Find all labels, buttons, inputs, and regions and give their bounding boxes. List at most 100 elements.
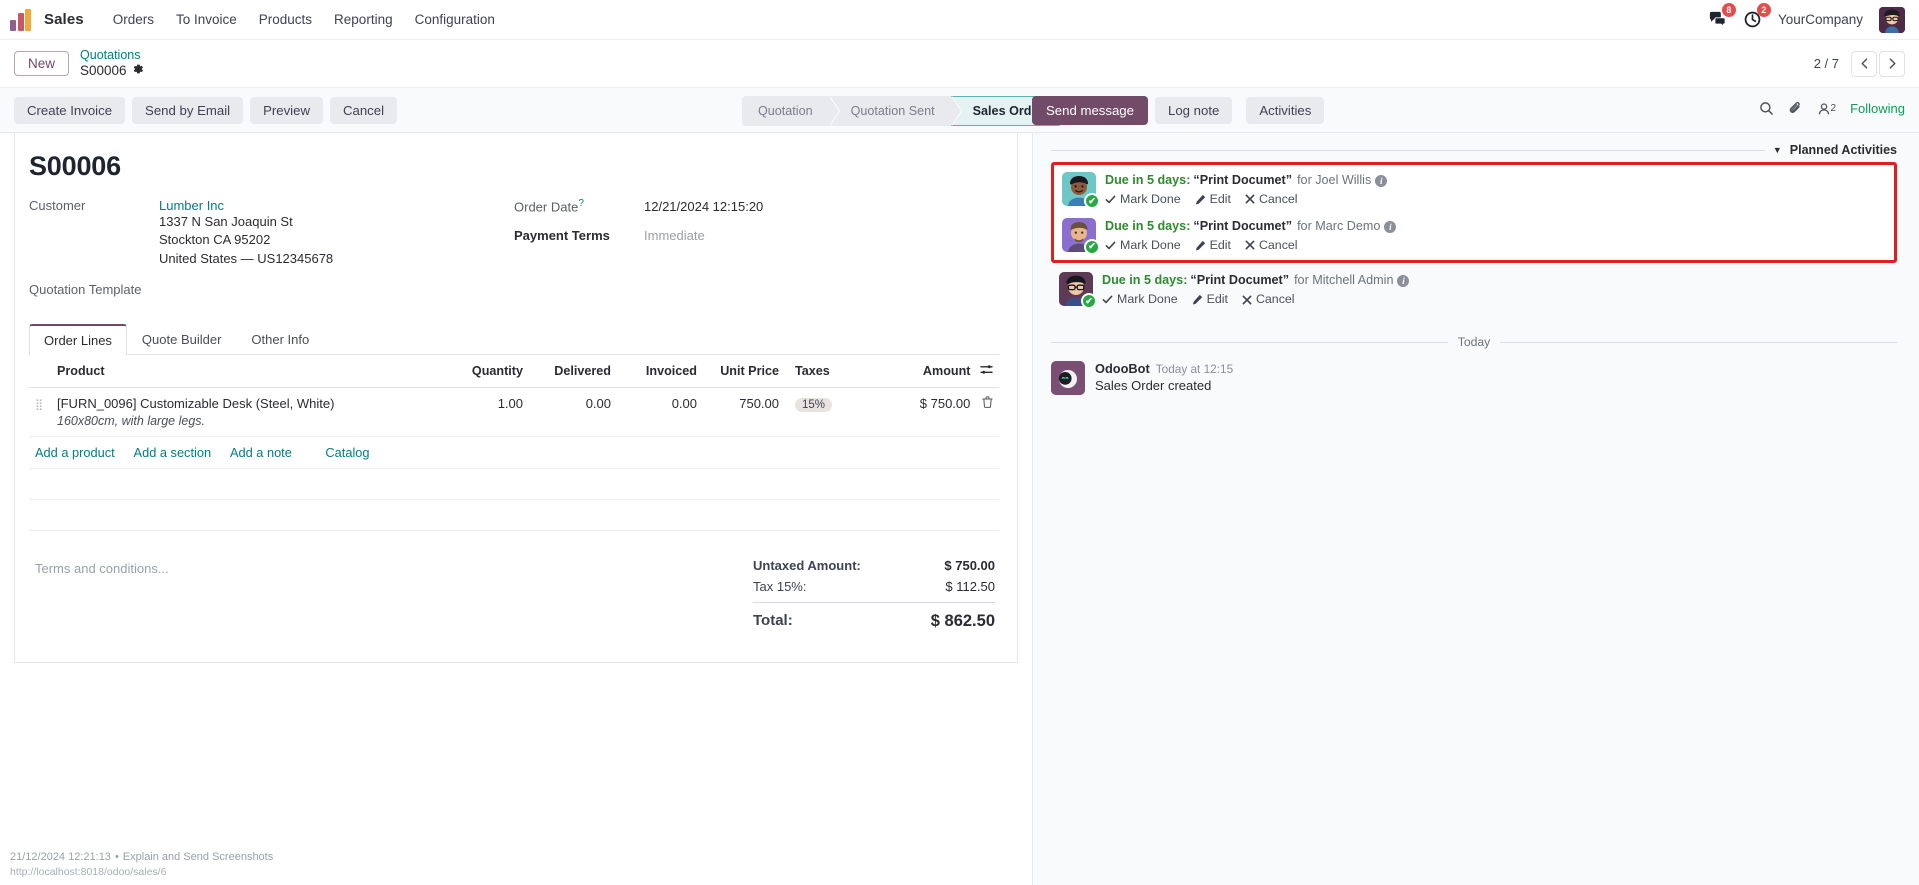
activity-status-check-icon: ✔ [1084,238,1100,255]
order-date-value[interactable]: 12/21/2024 12:15:20 [644,199,764,215]
nav-item-products[interactable]: Products [258,12,313,27]
product-description[interactable]: 160x80cm, with large legs. [57,414,205,429]
column-options-icon[interactable] [980,364,993,378]
nav-item-to-invoice[interactable]: To Invoice [175,12,237,27]
edit-activity-button[interactable]: Edit [1195,191,1231,208]
order-lines-table: Product Quantity Delivered Invoiced Unit… [29,355,999,470]
followers-icon[interactable]: 2 [1817,102,1837,116]
avatar: ✔ [1062,217,1100,255]
th-product[interactable]: Product [51,355,437,389]
totals-block: Untaxed Amount: $ 750.00 Tax 15%: $ 112.… [749,555,999,634]
terms-and-conditions-input[interactable]: Terms and conditions... [35,561,169,577]
tax-badge: 15% [795,398,833,413]
th-quantity[interactable]: Quantity [437,355,529,389]
row-drag-handle[interactable]: ⣿ [29,387,51,438]
table-header-row: Product Quantity Delivered Invoiced Unit… [29,355,999,389]
attachment-icon[interactable] [1788,101,1803,116]
nav-item-reporting[interactable]: Reporting [334,12,393,27]
send-message-button[interactable]: Send message [1032,96,1148,125]
order-lines-body: ⣿ [FURN_0096] Customizable Desk (Steel, … [29,387,999,470]
activity-subject: “Print Documet” [1193,173,1293,187]
cancel-activity-button[interactable]: Cancel [1242,291,1295,308]
pager-next-button[interactable] [1879,50,1905,77]
planned-activities-header[interactable]: ▼ Planned Activities [1051,143,1897,157]
cancel-activity-button[interactable]: Cancel [1245,237,1298,254]
app-name[interactable]: Sales [44,11,84,28]
add-a-section-link[interactable]: Add a section [133,445,212,461]
activities-button[interactable]: 2 [1743,3,1771,29]
tax-row: Tax 15%: $ 112.50 [749,576,999,597]
create-invoice-button[interactable]: Create Invoice [14,96,126,124]
customer-link[interactable]: Lumber Inc [159,198,225,213]
info-icon[interactable]: i [1397,275,1410,288]
gear-icon[interactable] [132,63,144,79]
clock-icon [1744,11,1761,28]
mark-done-button[interactable]: Mark Done [1105,237,1181,254]
cell-unit-price[interactable]: 750.00 [703,387,785,438]
pencil-icon [1195,194,1205,205]
pager-previous-button[interactable] [1851,50,1877,77]
avatar-image-icon [1879,6,1905,33]
cell-taxes[interactable]: 15% [785,387,881,438]
add-a-product-link[interactable]: Add a product [35,445,115,461]
search-icon[interactable] [1759,101,1774,116]
delete-row-icon[interactable] [982,396,993,411]
odoo-logo-icon[interactable] [10,8,36,31]
tab-order-lines[interactable]: Order Lines [29,324,127,356]
cell-delivered[interactable]: 0.00 [529,387,617,438]
preview-button[interactable]: Preview [250,96,323,124]
log-note-button[interactable]: Log note [1154,97,1233,124]
chevron-down-icon[interactable]: ▼ [1772,145,1782,155]
total-row: Total: $ 862.50 [749,609,999,634]
following-status[interactable]: Following [1850,101,1905,116]
footer-status: 21/12/2024 12:21:13 • Explain and Send Scr… [0,845,1032,885]
th-delivered[interactable]: Delivered [529,355,617,389]
messages-button[interactable]: 8 [1708,3,1736,29]
edit-activity-button[interactable]: Edit [1195,237,1231,254]
tab-other-info[interactable]: Other Info [251,332,310,348]
th-taxes[interactable]: Taxes [785,355,881,389]
mark-done-button[interactable]: Mark Done [1102,291,1178,308]
cell-quantity[interactable]: 1.00 [437,387,529,438]
followers-count: 2 [1830,103,1837,114]
nav-item-orders[interactable]: Orders [112,12,154,27]
cancel-activity-button[interactable]: Cancel [1245,191,1298,208]
mark-done-button[interactable]: Mark Done [1105,191,1181,208]
th-drag [29,355,51,389]
help-icon[interactable]: ? [578,198,584,209]
nav-item-configuration[interactable]: Configuration [414,12,495,27]
pager: 2 / 7 [1814,50,1905,77]
th-unit-price[interactable]: Unit Price [703,355,785,389]
th-amount-label: Amount [922,364,971,379]
edit-activity-button[interactable]: Edit [1192,291,1228,308]
cancel-button[interactable]: Cancel [329,96,398,124]
activity-summary-line: Due in 5 days: “Print Documet” for Mitchel… [1102,272,1889,289]
drag-handle-icon[interactable]: ⣿ [35,399,45,412]
cell-invoiced[interactable]: 0.00 [617,387,703,438]
address-line-2: Stockton CA 95202 [159,232,271,248]
info-icon[interactable]: i [1384,220,1397,233]
message-header: OdooBot Today at 12:15 [1095,361,1233,376]
send-by-email-button[interactable]: Send by Email [132,96,244,124]
th-invoiced[interactable]: Invoiced [617,355,703,389]
status-step-quotation-sent[interactable]: Quotation Sent [828,96,962,126]
tab-quote-builder[interactable]: Quote Builder [141,332,222,348]
cell-product[interactable]: [FURN_0096] Customizable Desk (Steel, Wh… [51,387,437,438]
notebook: Order Lines Quote Builder Other Info Pro… [29,324,999,532]
add-links-cell: Add a product Add a section Add a note C… [29,436,999,470]
payment-terms-value[interactable]: Immediate [644,228,705,244]
new-button[interactable]: New [14,51,70,76]
activities-schedule-button[interactable]: Activities [1246,97,1325,124]
add-a-note-link[interactable]: Add a note [229,445,292,461]
product-name[interactable]: [FURN_0096] Customizable Desk (Steel, Wh… [57,396,335,412]
company-switcher[interactable]: YourCompany [1777,12,1863,27]
breadcrumb-parent-quotations[interactable]: Quotations [80,48,141,63]
user-avatar[interactable] [1879,6,1905,33]
untaxed-amount-row: Untaxed Amount: $ 750.00 [749,555,999,576]
catalog-link[interactable]: Catalog [325,445,370,461]
info-icon[interactable]: i [1375,175,1388,187]
table-row[interactable]: ⣿ [FURN_0096] Customizable Desk (Steel, … [29,387,999,438]
tax-label: Tax 15%: [753,579,807,595]
status-step-quotation[interactable]: Quotation [742,96,840,126]
explain-and-send-screenshots-link[interactable]: Explain and Send Screenshots [122,850,274,863]
